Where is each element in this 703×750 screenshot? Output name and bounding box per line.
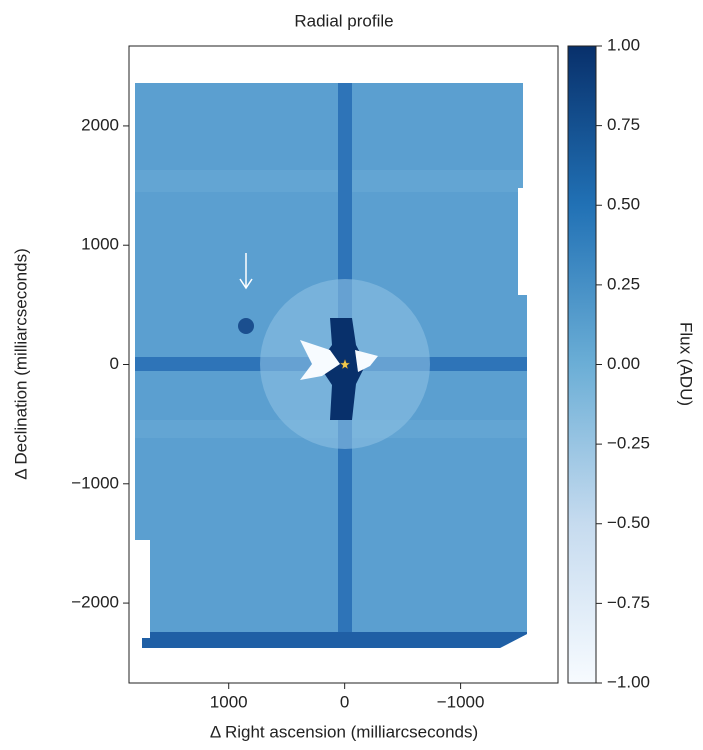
colorbar-tick-label: 1.00 [607, 35, 640, 54]
arrow-head [239, 278, 253, 290]
x-tick-label: 1000 [210, 692, 248, 711]
y-tick-label: −1000 [71, 473, 119, 492]
colorbar [567, 45, 597, 684]
y-tick-label: −2000 [71, 593, 119, 612]
colorbar-tick-label: −1.00 [607, 672, 650, 691]
colorbar-tick-label: 0.75 [607, 115, 640, 134]
y-tick-label: 0 [110, 354, 119, 373]
image-band [135, 170, 527, 192]
y-tick-label: 1000 [81, 235, 119, 254]
companion [238, 318, 254, 334]
image [135, 83, 527, 648]
y-tick-label: 2000 [81, 115, 119, 134]
colorbar-label: Flux (ADU) [677, 322, 696, 406]
colorbar-tick-label: −0.75 [607, 593, 650, 612]
colorbar-tick-label: 0.00 [607, 354, 640, 373]
x-tick-label: −1000 [437, 692, 485, 711]
colorbar-tick-label: 0.50 [607, 195, 640, 214]
colorbar-tick-label: 0.25 [607, 274, 640, 293]
colorbar-tick-label: −0.25 [607, 434, 650, 453]
colorbar-tick-label: −0.50 [607, 513, 650, 532]
star-marker [339, 358, 351, 370]
x-tick-label: 0 [340, 692, 349, 711]
x-axis-label: Δ Right ascension (milliarcseconds) [210, 722, 478, 741]
core-residual [355, 350, 378, 372]
chart-title: Radial profile [294, 11, 393, 30]
core-residual [300, 340, 340, 380]
image-edge [140, 632, 527, 648]
y-axis-label: Δ Declination (milliarcseconds) [11, 248, 30, 480]
